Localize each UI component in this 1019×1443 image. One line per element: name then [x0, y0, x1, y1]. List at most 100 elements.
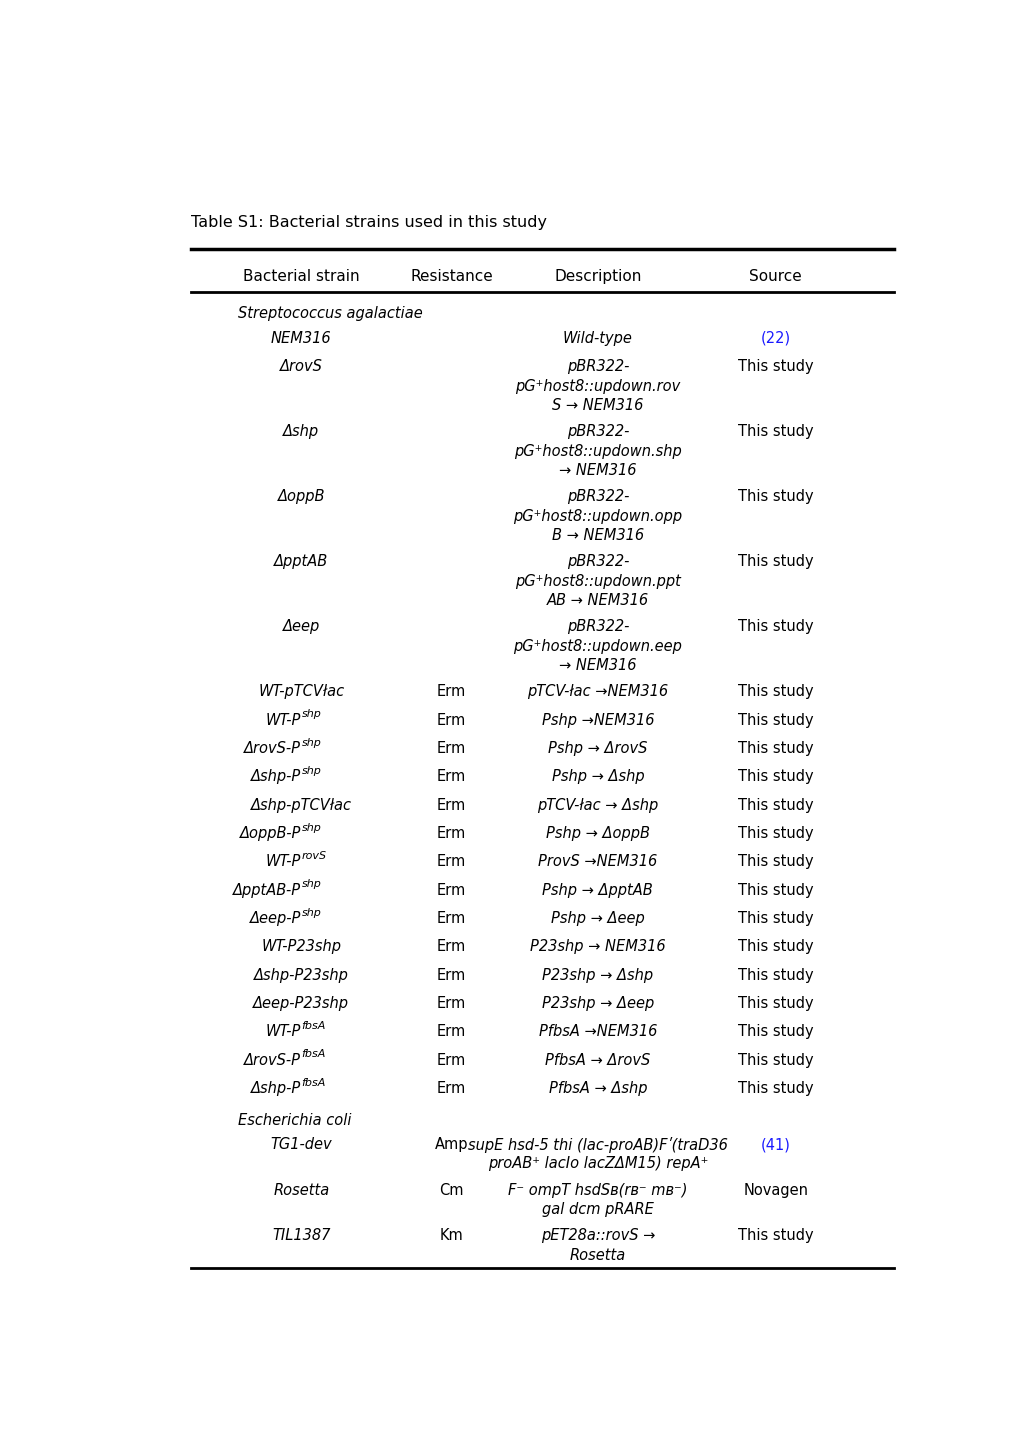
Text: Amp: Amp — [434, 1137, 468, 1152]
Text: ΔrovS: ΔrovS — [279, 359, 323, 374]
Text: WT-P: WT-P — [266, 713, 302, 727]
Text: (41): (41) — [760, 1137, 790, 1152]
Text: This study: This study — [737, 854, 813, 869]
Text: P23shp → Δshp: P23shp → Δshp — [542, 968, 653, 983]
Text: Erm: Erm — [436, 1025, 466, 1039]
Text: This study: This study — [737, 968, 813, 983]
Text: fbsA: fbsA — [302, 1022, 325, 1030]
Text: PfbsA → ΔrovS: PfbsA → ΔrovS — [545, 1052, 650, 1068]
Text: pBR322-: pBR322- — [567, 554, 629, 570]
Text: This study: This study — [737, 424, 813, 439]
Text: This study: This study — [737, 798, 813, 812]
Text: Novagen: Novagen — [743, 1183, 807, 1198]
Text: pET28a::rovS →: pET28a::rovS → — [540, 1228, 654, 1244]
Text: Pshp → ΔrovS: Pshp → ΔrovS — [547, 740, 647, 756]
Text: pG⁺host8::updown.shp: pG⁺host8::updown.shp — [514, 443, 681, 459]
Text: → NEM316: → NEM316 — [558, 658, 636, 674]
Text: pBR322-: pBR322- — [567, 359, 629, 374]
Text: This study: This study — [737, 939, 813, 954]
Text: Erm: Erm — [436, 684, 466, 700]
Text: Δeep: Δeep — [282, 619, 320, 635]
Text: proAB⁺ lacIᴏ lacZΔM15) repA⁺: proAB⁺ lacIᴏ lacZΔM15) repA⁺ — [487, 1156, 707, 1172]
Text: supE hsd-5 thi (lac-proAB)Fʹ(traD36: supE hsd-5 thi (lac-proAB)Fʹ(traD36 — [468, 1137, 728, 1153]
Text: gal dcm pRARE: gal dcm pRARE — [541, 1202, 653, 1216]
Text: WT-P23shp: WT-P23shp — [261, 939, 341, 954]
Text: F⁻ ompT hsdSʙ(rʙ⁻ mʙ⁻): F⁻ ompT hsdSʙ(rʙ⁻ mʙ⁻) — [507, 1183, 687, 1198]
Text: Δeep-P23shp: Δeep-P23shp — [253, 996, 350, 1012]
Text: PfbsA →NEM316: PfbsA →NEM316 — [538, 1025, 656, 1039]
Text: pBR322-: pBR322- — [567, 619, 629, 635]
Text: Erm: Erm — [436, 996, 466, 1012]
Text: shp: shp — [302, 737, 321, 747]
Text: Erm: Erm — [436, 968, 466, 983]
Text: Cm: Cm — [439, 1183, 464, 1198]
Text: pBR322-: pBR322- — [567, 424, 629, 439]
Text: P23shp → NEM316: P23shp → NEM316 — [530, 939, 665, 954]
Text: Resistance: Resistance — [410, 268, 492, 284]
Text: WT-P: WT-P — [266, 854, 302, 869]
Text: Pshp → ΔpptAB: Pshp → ΔpptAB — [542, 883, 652, 898]
Text: ΔpptAB: ΔpptAB — [274, 554, 328, 570]
Text: ΔrovS-P: ΔrovS-P — [245, 1052, 302, 1068]
Text: This study: This study — [737, 769, 813, 785]
Text: shp: shp — [302, 823, 321, 833]
Text: Rosetta: Rosetta — [273, 1183, 329, 1198]
Text: NEM316: NEM316 — [271, 330, 331, 346]
Text: shp: shp — [302, 908, 321, 918]
Text: Km: Km — [439, 1228, 463, 1244]
Text: Erm: Erm — [436, 740, 466, 756]
Text: TG1-dev: TG1-dev — [270, 1137, 332, 1152]
Text: Pshp → Δshp: Pshp → Δshp — [551, 769, 644, 785]
Text: Rosetta: Rosetta — [570, 1248, 626, 1263]
Text: Δshp-P: Δshp-P — [251, 1081, 302, 1095]
Text: This study: This study — [737, 359, 813, 374]
Text: Erm: Erm — [436, 911, 466, 926]
Text: WT-pTCVłac: WT-pTCVłac — [258, 684, 344, 700]
Text: pG⁺host8::updown.ppt: pG⁺host8::updown.ppt — [515, 574, 680, 589]
Text: Escherichia coli: Escherichia coli — [238, 1113, 352, 1127]
Text: This study: This study — [737, 1025, 813, 1039]
Text: Bacterial strain: Bacterial strain — [243, 268, 360, 284]
Text: pG⁺host8::updown.opp: pG⁺host8::updown.opp — [513, 509, 682, 524]
Text: This study: This study — [737, 684, 813, 700]
Text: Erm: Erm — [436, 883, 466, 898]
Text: ΔoppB: ΔoppB — [277, 489, 325, 504]
Text: Erm: Erm — [436, 769, 466, 785]
Text: This study: This study — [737, 911, 813, 926]
Text: shp: shp — [302, 879, 321, 889]
Text: Δshp-P23shp: Δshp-P23shp — [254, 968, 348, 983]
Text: → NEM316: → NEM316 — [558, 463, 636, 478]
Text: Erm: Erm — [436, 713, 466, 727]
Text: This study: This study — [737, 713, 813, 727]
Text: ΔpptAB-P: ΔpptAB-P — [233, 883, 302, 898]
Text: shp: shp — [302, 710, 321, 719]
Text: Erm: Erm — [436, 1081, 466, 1095]
Text: Pshp →NEM316: Pshp →NEM316 — [541, 713, 653, 727]
Text: Erm: Erm — [436, 1052, 466, 1068]
Text: P23shp → Δeep: P23shp → Δeep — [541, 996, 653, 1012]
Text: This study: This study — [737, 1052, 813, 1068]
Text: Δeep-P: Δeep-P — [250, 911, 302, 926]
Text: ΔrovS-P: ΔrovS-P — [245, 740, 302, 756]
Text: TIL1387: TIL1387 — [272, 1228, 330, 1244]
Text: ΔoppB-P: ΔoppB-P — [239, 825, 302, 841]
Text: pG⁺host8::updown.rov: pG⁺host8::updown.rov — [515, 378, 680, 394]
Text: shp: shp — [302, 766, 321, 776]
Text: Δshp-pTCVłac: Δshp-pTCVłac — [251, 798, 352, 812]
Text: This study: This study — [737, 1081, 813, 1095]
Text: S → NEM316: S → NEM316 — [551, 398, 643, 413]
Text: B → NEM316: B → NEM316 — [551, 528, 643, 543]
Text: This study: This study — [737, 825, 813, 841]
Text: pBR322-: pBR322- — [567, 489, 629, 504]
Text: ProvS →NEM316: ProvS →NEM316 — [538, 854, 657, 869]
Text: This study: This study — [737, 740, 813, 756]
Text: Erm: Erm — [436, 854, 466, 869]
Text: pTCV-łac → Δshp: pTCV-łac → Δshp — [537, 798, 658, 812]
Text: rovS: rovS — [302, 851, 326, 861]
Text: pG⁺host8::updown.eep: pG⁺host8::updown.eep — [513, 639, 682, 654]
Text: fbsA: fbsA — [302, 1049, 325, 1059]
Text: Pshp → Δeep: Pshp → Δeep — [550, 911, 644, 926]
Text: Erm: Erm — [436, 798, 466, 812]
Text: This study: This study — [737, 619, 813, 635]
Text: This study: This study — [737, 1228, 813, 1244]
